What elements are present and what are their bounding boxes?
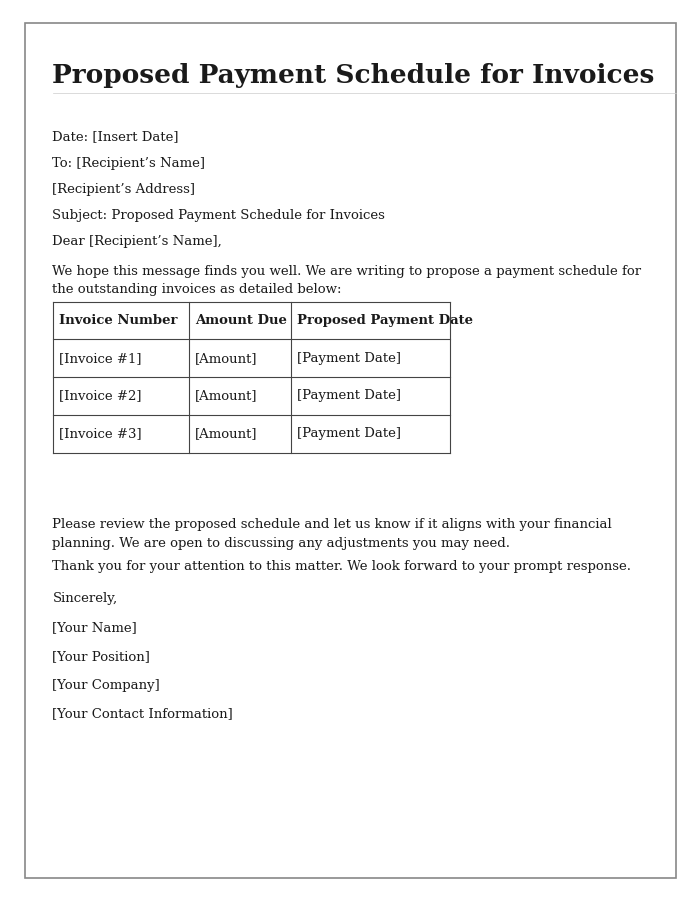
Text: [Invoice #1]: [Invoice #1] (59, 352, 141, 365)
Text: [Payment Date]: [Payment Date] (297, 390, 401, 402)
Text: [Amount]: [Amount] (195, 428, 258, 440)
Text: Subject: Proposed Payment Schedule for Invoices: Subject: Proposed Payment Schedule for I… (52, 209, 386, 221)
Text: Sincerely,: Sincerely, (52, 592, 118, 605)
Text: [Recipient’s Address]: [Recipient’s Address] (52, 183, 195, 195)
Text: [Your Position]: [Your Position] (52, 650, 150, 662)
Text: planning. We are open to discussing any adjustments you may need.: planning. We are open to discussing any … (52, 537, 510, 550)
Text: [Invoice #3]: [Invoice #3] (59, 428, 141, 440)
Text: the outstanding invoices as detailed below:: the outstanding invoices as detailed bel… (52, 284, 342, 296)
Text: To: [Recipient’s Name]: To: [Recipient’s Name] (52, 157, 206, 169)
Text: [Payment Date]: [Payment Date] (297, 428, 401, 440)
Text: Proposed Payment Schedule for Invoices: Proposed Payment Schedule for Invoices (52, 63, 655, 88)
Text: [Your Company]: [Your Company] (52, 679, 160, 691)
Text: Please review the proposed schedule and let us know if it aligns with your finan: Please review the proposed schedule and … (52, 518, 612, 531)
Text: Dear [Recipient’s Name],: Dear [Recipient’s Name], (52, 235, 223, 248)
Text: Amount Due: Amount Due (195, 314, 287, 327)
Text: [Invoice #2]: [Invoice #2] (59, 390, 141, 402)
Text: [Your Contact Information]: [Your Contact Information] (52, 707, 233, 720)
Text: Invoice Number: Invoice Number (59, 314, 177, 327)
Text: [Your Name]: [Your Name] (52, 621, 137, 634)
Text: Date: [Insert Date]: Date: [Insert Date] (52, 130, 179, 143)
Bar (52, 302, 450, 453)
Text: [Amount]: [Amount] (195, 352, 258, 365)
Text: Thank you for your attention to this matter. We look forward to your prompt resp: Thank you for your attention to this mat… (52, 560, 631, 572)
Text: Proposed Payment Date: Proposed Payment Date (297, 314, 473, 327)
Text: [Amount]: [Amount] (195, 390, 258, 402)
Text: [Payment Date]: [Payment Date] (297, 352, 401, 365)
Text: We hope this message finds you well. We are writing to propose a payment schedul: We hope this message finds you well. We … (52, 265, 642, 277)
